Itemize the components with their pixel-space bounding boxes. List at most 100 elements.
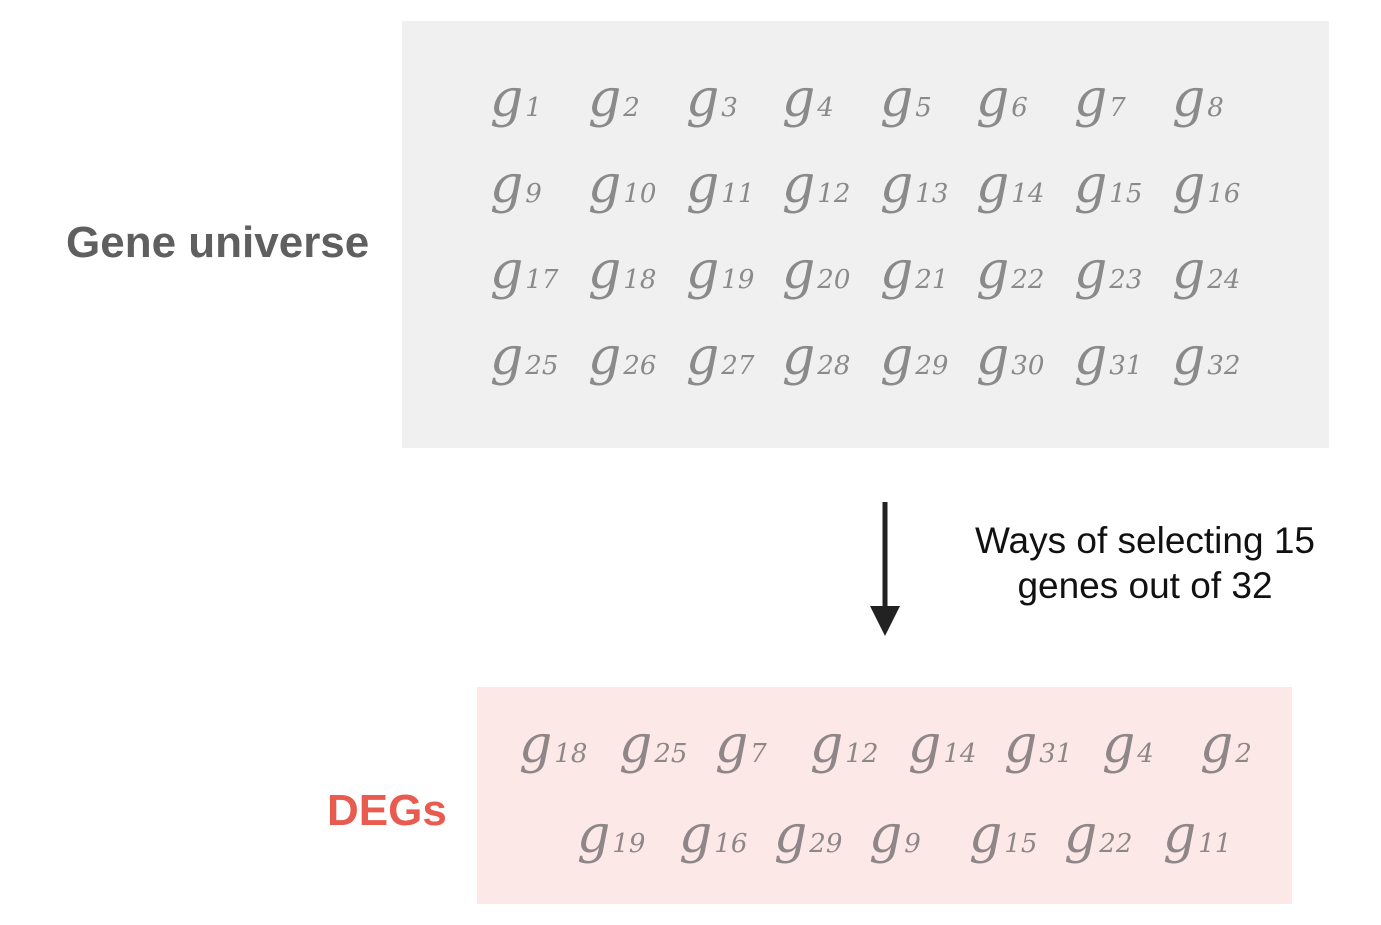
gene-15: g15 xyxy=(969,809,1037,861)
down-arrow-icon xyxy=(870,502,900,636)
gene-index: 19 xyxy=(721,265,755,295)
gene-index: 2 xyxy=(623,93,640,123)
gene-symbol: g xyxy=(686,155,720,215)
gene-symbol: g xyxy=(976,327,1010,387)
gene-symbol: g xyxy=(1074,69,1108,129)
gene-index: 15 xyxy=(1109,179,1143,209)
gene-index: 2 xyxy=(1235,739,1252,769)
gene-4: g4 xyxy=(1102,719,1154,771)
gene-symbol: g xyxy=(976,241,1010,301)
gene-index: 19 xyxy=(612,829,646,859)
gene-index: 5 xyxy=(915,93,932,123)
gene-symbol: g xyxy=(1074,241,1108,301)
gene-index: 20 xyxy=(817,265,851,295)
gene-31: g31 xyxy=(1074,331,1142,383)
gene-7: g7 xyxy=(715,719,767,771)
gene-16: g16 xyxy=(679,809,747,861)
gene-symbol: g xyxy=(969,805,1003,865)
gene-symbol: g xyxy=(1102,715,1136,775)
gene-9: g9 xyxy=(490,159,542,211)
gene-index: 7 xyxy=(750,739,767,769)
gene-universe-panel: g1 g2 g3 g4 g5 g6 g7 g8 g9 g10 g11 g12 g13 g14 g15 g16 g… xyxy=(402,21,1329,448)
gene-index: 10 xyxy=(623,179,657,209)
gene-18: g18 xyxy=(588,245,656,297)
gene-29: g29 xyxy=(774,809,842,861)
gene-symbol: g xyxy=(880,241,914,301)
gene-index: 28 xyxy=(817,351,851,381)
gene-index: 4 xyxy=(1137,739,1154,769)
gene-2: g2 xyxy=(588,73,640,125)
gene-index: 14 xyxy=(943,739,977,769)
gene-symbol: g xyxy=(1074,155,1108,215)
gene-25: g25 xyxy=(490,331,558,383)
gene-6: g6 xyxy=(976,73,1028,125)
gene-index: 30 xyxy=(1011,351,1045,381)
gene-symbol: g xyxy=(782,241,816,301)
gene-index: 4 xyxy=(817,93,834,123)
gene-index: 31 xyxy=(1039,739,1073,769)
gene-26: g26 xyxy=(588,331,656,383)
gene-index: 15 xyxy=(1004,829,1038,859)
gene-symbol: g xyxy=(490,155,524,215)
gene-symbol: g xyxy=(1004,715,1038,775)
gene-2: g2 xyxy=(1200,719,1252,771)
gene-index: 7 xyxy=(1109,93,1126,123)
gene-index: 12 xyxy=(845,739,879,769)
gene-symbol: g xyxy=(976,155,1010,215)
gene-index: 9 xyxy=(904,829,921,859)
gene-index: 31 xyxy=(1109,351,1143,381)
gene-12: g12 xyxy=(810,719,878,771)
gene-index: 13 xyxy=(915,179,949,209)
gene-symbol: g xyxy=(782,155,816,215)
gene-30: g30 xyxy=(976,331,1044,383)
gene-index: 29 xyxy=(915,351,949,381)
gene-21: g21 xyxy=(880,245,948,297)
gene-index: 12 xyxy=(817,179,851,209)
gene-symbol: g xyxy=(1064,805,1098,865)
gene-18: g18 xyxy=(519,719,587,771)
gene-23: g23 xyxy=(1074,245,1142,297)
gene-14: g14 xyxy=(976,159,1044,211)
gene-10: g10 xyxy=(588,159,656,211)
gene-index: 24 xyxy=(1207,265,1241,295)
caption-line-1: Ways of selecting 15 xyxy=(974,520,1315,561)
gene-symbol: g xyxy=(519,715,553,775)
gene-24: g24 xyxy=(1172,245,1240,297)
gene-19: g19 xyxy=(577,809,645,861)
gene-symbol: g xyxy=(577,805,611,865)
gene-index: 29 xyxy=(809,829,843,859)
gene-symbol: g xyxy=(686,241,720,301)
gene-index: 25 xyxy=(654,739,688,769)
gene-4: g4 xyxy=(782,73,834,125)
gene-symbol: g xyxy=(1172,155,1206,215)
gene-22: g22 xyxy=(976,245,1044,297)
degs-label: DEGs xyxy=(327,786,447,835)
gene-symbol: g xyxy=(869,805,903,865)
gene-universe-label: Gene universe xyxy=(66,218,370,267)
gene-index: 14 xyxy=(1011,179,1045,209)
gene-symbol: g xyxy=(880,69,914,129)
degs-panel: g18 g25 g7 g12 g14 g31 g4 g2 g19 g16 g29 g9 g15 g22 g1… xyxy=(477,687,1292,904)
gene-symbol: g xyxy=(774,805,808,865)
gene-15: g15 xyxy=(1074,159,1142,211)
gene-symbol: g xyxy=(588,155,622,215)
gene-32: g32 xyxy=(1172,331,1240,383)
gene-index: 22 xyxy=(1099,829,1133,859)
gene-index: 8 xyxy=(1207,93,1224,123)
gene-index: 18 xyxy=(623,265,657,295)
gene-index: 21 xyxy=(915,265,949,295)
gene-25: g25 xyxy=(619,719,687,771)
gene-symbol: g xyxy=(810,715,844,775)
gene-symbol: g xyxy=(686,327,720,387)
gene-7: g7 xyxy=(1074,73,1126,125)
gene-11: g11 xyxy=(1163,809,1231,861)
gene-1: g1 xyxy=(490,73,542,125)
gene-index: 25 xyxy=(525,351,559,381)
gene-symbol: g xyxy=(490,69,524,129)
gene-symbol: g xyxy=(715,715,749,775)
gene-symbol: g xyxy=(880,155,914,215)
gene-symbol: g xyxy=(588,327,622,387)
gene-index: 32 xyxy=(1207,351,1241,381)
gene-symbol: g xyxy=(619,715,653,775)
gene-20: g20 xyxy=(782,245,850,297)
